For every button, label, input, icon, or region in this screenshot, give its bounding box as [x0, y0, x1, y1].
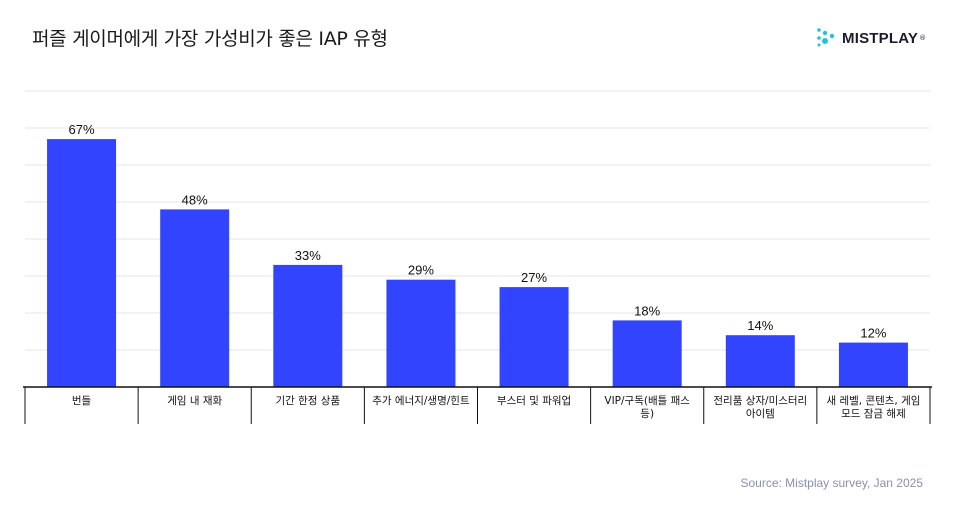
- bar: [838, 342, 908, 387]
- data-label: 33%: [295, 248, 321, 263]
- data-label: 27%: [521, 270, 547, 285]
- category-label: 새 레벨, 콘텐츠, 게임: [826, 394, 920, 407]
- chart-title: 퍼즐 게이머에게 가장 가성비가 좋은 IAP 유형: [32, 28, 388, 50]
- bar: [499, 287, 569, 387]
- bar: [47, 139, 117, 387]
- data-label: 48%: [182, 192, 208, 207]
- bar: [725, 335, 795, 387]
- category-label: 추가 에너지/생명/힌트: [372, 395, 470, 407]
- data-label: 29%: [408, 263, 434, 278]
- bar: [612, 320, 682, 387]
- data-label: 14%: [747, 318, 773, 333]
- logo-text: MISTPLAY: [842, 29, 919, 47]
- bar: [160, 209, 230, 387]
- logo-registered-mark: ®: [919, 34, 927, 42]
- category-label: 모드 잠금 해제: [841, 407, 906, 420]
- category-label: 전리품 상자/미스터리: [713, 395, 807, 407]
- category-label: 기간 한정 상품: [275, 395, 340, 407]
- data-label: 18%: [634, 303, 660, 318]
- category-label: 부스터 및 파워업: [497, 394, 571, 407]
- category-label: 게임 내 재화: [167, 394, 222, 407]
- bar: [386, 279, 456, 387]
- mistplay-dots-icon: [817, 28, 835, 47]
- category-label: 번들: [72, 395, 92, 407]
- source-note: Source: Mistplay survey, Jan 2025: [740, 476, 923, 490]
- category-label: 등): [640, 408, 654, 420]
- category-label: 아이템: [746, 408, 775, 420]
- data-label: 12%: [860, 326, 886, 341]
- mistplay-logo: MISTPLAY ®: [816, 27, 926, 49]
- data-label: 67%: [69, 122, 95, 137]
- category-label: VIP/구독(배틀 패스: [604, 395, 690, 407]
- bar: [273, 264, 343, 387]
